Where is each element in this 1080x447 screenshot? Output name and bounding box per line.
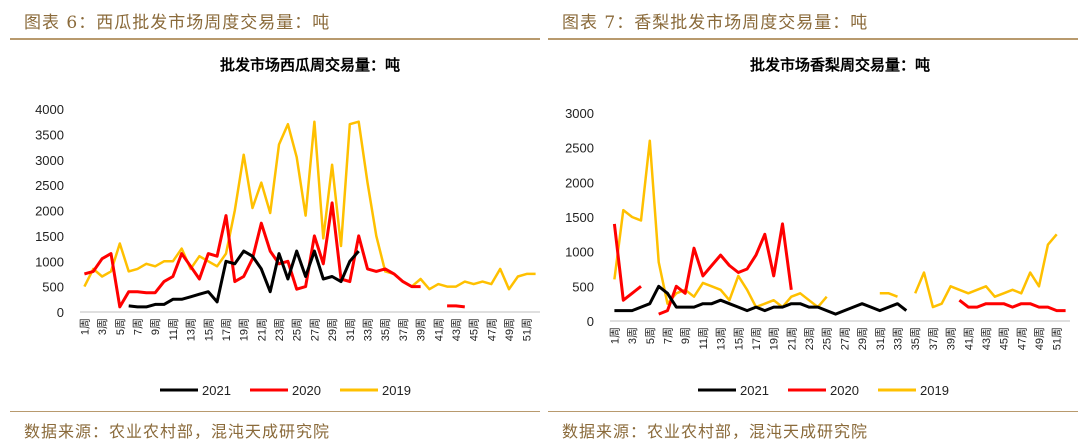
y-tick-label: 3500 — [35, 127, 64, 142]
left-panel: 图表 6：西瓜批发市场周度交易量：吨 批发市场西瓜周交易量：吨 0 500 1000 1… — [10, 0, 540, 447]
series-line-2020 — [83, 201, 465, 309]
x-tick-label: 25周 — [291, 318, 304, 341]
series-line-2019 — [83, 120, 536, 291]
x-tick-label: 31周 — [874, 327, 887, 350]
y-tick-label: 2000 — [565, 175, 594, 190]
x-tick-label: 15周 — [202, 318, 215, 341]
x-tick-label: 7周 — [132, 318, 145, 335]
x-tick-label: 31周 — [344, 318, 357, 341]
y-tick-label: 500 — [42, 280, 64, 295]
x-tick-label: 39周 — [415, 318, 428, 341]
top-rule — [10, 38, 540, 40]
x-tick-label: 35周 — [909, 327, 922, 350]
y-tick-label: 3000 — [35, 153, 64, 168]
y-tick-label: 2000 — [35, 204, 64, 219]
source-note: 数据来源：农业农村部，混沌天成研究院 — [24, 422, 331, 441]
y-tick-label: 1500 — [35, 229, 64, 244]
x-tick-label: 9周 — [149, 318, 162, 335]
legend-label-2021: 2021 — [740, 383, 769, 398]
x-tick-label: 1周 — [608, 327, 621, 344]
x-tick-label: 51周 — [1051, 327, 1064, 350]
legend-label-2020: 2020 — [292, 383, 321, 398]
y-tick-label: 0 — [57, 305, 64, 320]
series-line-2020 — [612, 222, 1066, 316]
x-tick-label: 41周 — [962, 327, 975, 350]
series-line-2021 — [128, 249, 360, 309]
legend-label-2019: 2019 — [920, 383, 949, 398]
x-tick-label: 41周 — [432, 318, 445, 341]
x-tick-label: 5周 — [114, 318, 127, 335]
x-tick-label: 5周 — [644, 327, 657, 344]
legend-label-2020: 2020 — [830, 383, 859, 398]
chart-title: 批发市场西瓜周交易量：吨 — [220, 56, 400, 74]
x-tick-label: 47周 — [1015, 327, 1028, 350]
source-note: 数据来源：农业农村部，混沌天成研究院 — [562, 422, 869, 441]
x-tick-label: 7周 — [662, 327, 675, 344]
x-tick-label: 13周 — [715, 327, 728, 350]
x-tick-label: 21周 — [785, 327, 798, 350]
y-tick-label: 1000 — [565, 245, 594, 260]
x-tick-label: 43周 — [980, 327, 993, 350]
x-tick-label: 37周 — [397, 318, 410, 341]
x-tick-label: 19周 — [768, 327, 781, 350]
x-tick-label: 17周 — [220, 318, 233, 341]
x-tick-label: 47周 — [485, 318, 498, 341]
x-tick-label: 19周 — [238, 318, 251, 341]
top-rule — [548, 38, 1078, 40]
x-tick-label: 17周 — [750, 327, 763, 350]
bottom-rule — [548, 411, 1078, 412]
y-tick-label: 1000 — [35, 254, 64, 269]
x-tick-label: 51周 — [521, 318, 534, 341]
y-tick-label: 0 — [587, 314, 594, 329]
x-tick-label: 37周 — [927, 327, 940, 350]
x-tick-label: 39周 — [945, 327, 958, 350]
x-tick-label: 33周 — [892, 327, 905, 350]
x-tick-label: 35周 — [379, 318, 392, 341]
bottom-rule — [10, 411, 540, 412]
figure-title: 图表 7：香梨批发市场周度交易量：吨 — [562, 13, 869, 33]
x-tick-label: 3周 — [626, 327, 639, 344]
watermelon-chart: 批发市场西瓜周交易量：吨 0 500 1000 1500 2000 2500 3000 3500… — [35, 56, 540, 398]
pear-chart: 批发市场香梨周交易量：吨 0 500 1000 1500 2000 2500 3000 1周 3周… — [565, 56, 1070, 398]
chart-title: 批发市场香梨周交易量：吨 — [750, 56, 930, 74]
figure-title: 图表 6：西瓜批发市场周度交易量：吨 — [24, 13, 331, 33]
x-tick-label: 33周 — [362, 318, 375, 341]
x-tick-label: 27周 — [838, 327, 851, 350]
x-tick-label: 49周 — [503, 318, 516, 341]
x-tick-label: 43周 — [450, 318, 463, 341]
x-tick-label: 11周 — [167, 318, 180, 340]
x-tick-label: 21周 — [255, 318, 268, 341]
x-tick-label: 13周 — [185, 318, 198, 341]
right-panel: 图表 7：香梨批发市场周度交易量：吨 批发市场香梨周交易量：吨 0 500 1000 1… — [548, 0, 1078, 447]
y-tick-label: 2500 — [35, 178, 64, 193]
x-tick-label: 23周 — [803, 327, 816, 350]
x-tick-label: 3周 — [96, 318, 109, 335]
x-tick-label: 49周 — [1033, 327, 1046, 350]
x-tick-label: 11周 — [697, 327, 710, 349]
y-tick-label: 4000 — [35, 102, 64, 117]
x-tick-label: 1周 — [78, 318, 91, 335]
x-tick-label: 29周 — [326, 318, 339, 341]
x-tick-label: 15周 — [732, 327, 745, 350]
y-tick-label: 2500 — [565, 141, 594, 156]
legend-label-2019: 2019 — [382, 383, 411, 398]
x-tick-label: 9周 — [679, 327, 692, 344]
series-line-2019 — [613, 139, 1058, 309]
legend-label-2021: 2021 — [202, 383, 231, 398]
x-tick-label: 45周 — [998, 327, 1011, 350]
x-tick-label: 45周 — [468, 318, 481, 341]
y-tick-label: 500 — [572, 279, 594, 294]
series-line-2021 — [614, 284, 908, 316]
x-tick-label: 29周 — [856, 327, 869, 350]
x-tick-label: 25周 — [821, 327, 834, 350]
y-tick-label: 1500 — [565, 210, 594, 225]
y-tick-label: 3000 — [565, 106, 594, 121]
x-tick-label: 27周 — [308, 318, 321, 341]
x-tick-label: 23周 — [273, 318, 286, 341]
